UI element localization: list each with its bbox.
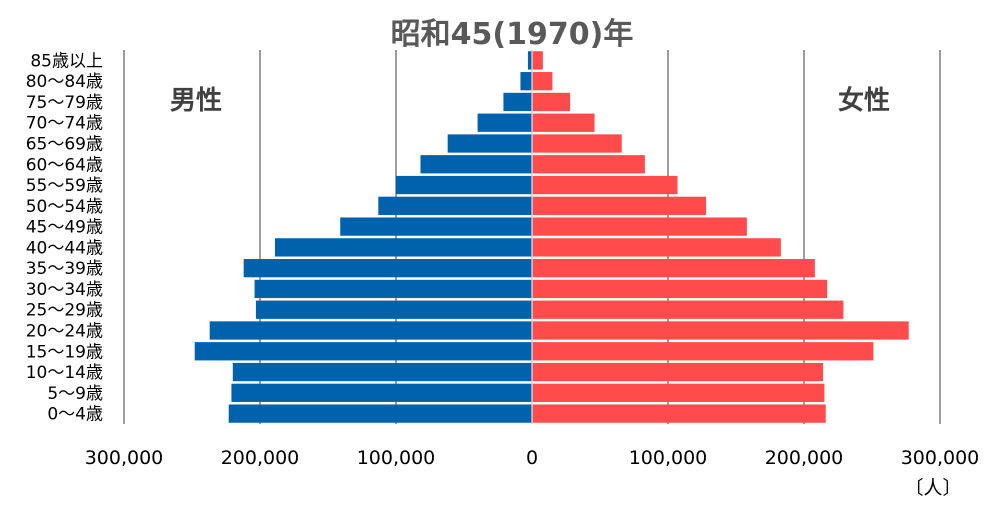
female-bar-0: [532, 51, 543, 70]
x-tick-labels: 300,000 200,000 100,000 0 100,000 200,000 300,…: [85, 447, 980, 469]
male-bar-10: [243, 259, 532, 278]
category-label-15: 10〜14歳: [26, 363, 103, 383]
category-label-6: 55〜59歳: [26, 176, 103, 196]
female-bar-15: [532, 362, 824, 382]
male-bar-16: [231, 383, 532, 402]
female-bar-16: [532, 383, 825, 402]
chart-title: 昭和45(1970)年: [391, 17, 634, 52]
category-label-4: 65〜69歳: [26, 135, 103, 155]
category-label-13: 20〜24歳: [26, 322, 103, 342]
female-bar-14: [532, 342, 874, 361]
female-bar-8: [532, 217, 747, 236]
male-bar-8: [340, 217, 532, 236]
category-label-7: 50〜54歳: [26, 197, 103, 217]
category-label-2: 75〜79歳: [26, 93, 103, 113]
female-bar-7: [532, 196, 707, 215]
category-labels: 85歳以上80〜84歳75〜79歳70〜74歳65〜69歳60〜64歳55〜59…: [26, 51, 103, 424]
female-bar-11: [532, 279, 828, 299]
male-bar-4: [447, 134, 532, 153]
male-bar-0: [527, 51, 532, 70]
category-label-10: 35〜39歳: [26, 259, 103, 279]
male-bar-3: [477, 113, 532, 132]
category-label-0: 85歳以上: [30, 51, 103, 71]
category-label-17: 0〜4歳: [47, 405, 103, 425]
x-tick-label-0: 300,000: [85, 447, 164, 469]
female-label: 女性: [838, 85, 890, 116]
female-bar-10: [532, 259, 815, 278]
male-bar-9: [274, 238, 532, 257]
female-bar-17: [532, 404, 826, 423]
male-bar-11: [254, 279, 532, 299]
category-label-5: 60〜64歳: [26, 155, 103, 175]
category-label-12: 25〜29歳: [26, 301, 103, 321]
male-bar-17: [228, 404, 532, 423]
male-bar-14: [194, 342, 532, 361]
female-bar-6: [532, 175, 678, 195]
category-label-1: 80〜84歳: [26, 72, 103, 92]
female-bar-1: [532, 72, 553, 91]
category-label-11: 30〜34歳: [26, 280, 103, 300]
category-label-3: 70〜74歳: [26, 114, 103, 134]
category-label-14: 15〜19歳: [26, 342, 103, 362]
bars: [194, 50, 909, 424]
male-bar-2: [503, 92, 532, 112]
category-label-16: 5〜9歳: [47, 384, 103, 404]
category-label-8: 45〜49歳: [26, 218, 103, 238]
x-tick-label-5: 200,000: [765, 447, 844, 469]
x-tick-label-3: 0: [526, 447, 538, 469]
male-bar-15: [232, 362, 533, 382]
female-bar-4: [532, 134, 622, 153]
female-bar-2: [532, 92, 571, 112]
female-bar-13: [532, 321, 909, 340]
category-label-9: 40〜44歳: [26, 238, 103, 258]
male-bar-7: [378, 196, 532, 215]
female-bar-5: [532, 155, 645, 174]
male-bar-13: [209, 321, 532, 340]
unit-label: 〔人〕: [904, 477, 961, 499]
x-tick-label-4: 100,000: [629, 447, 708, 469]
male-bar-5: [420, 155, 532, 174]
female-bar-9: [532, 238, 781, 257]
female-bar-12: [532, 300, 844, 319]
x-tick-label-2: 100,000: [357, 447, 436, 469]
x-tick-label-1: 200,000: [221, 447, 300, 469]
male-bar-6: [396, 175, 532, 195]
female-bar-3: [532, 113, 595, 132]
male-bar-1: [520, 72, 532, 91]
male-bar-12: [255, 300, 533, 319]
x-tick-label-6: 300,000: [901, 447, 980, 469]
male-label: 男性: [170, 86, 222, 116]
